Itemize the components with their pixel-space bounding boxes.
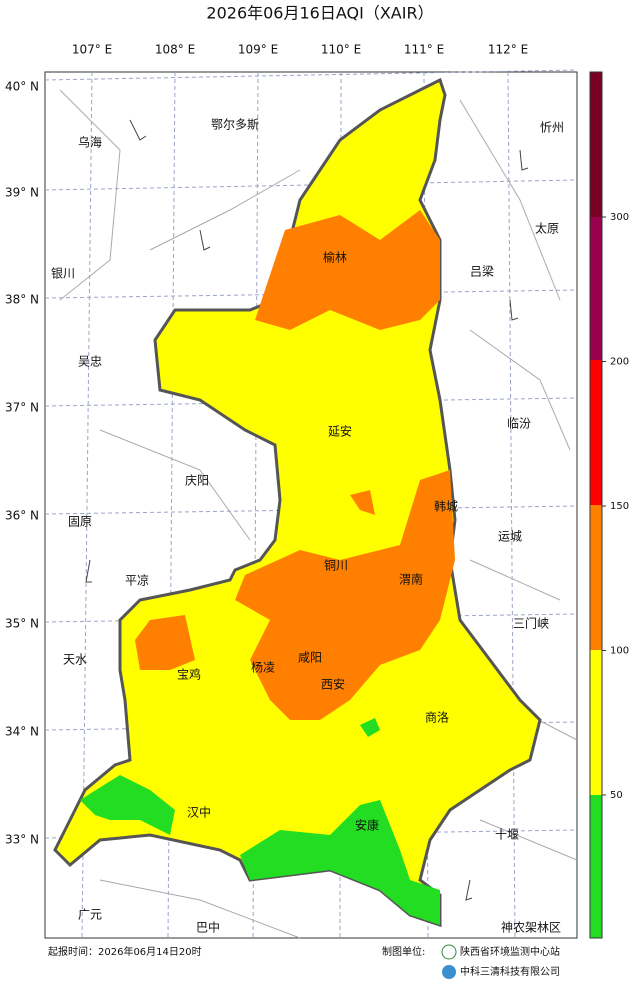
colorbar-segment (590, 72, 602, 217)
city-label: 固原 (68, 515, 92, 529)
city-label: 天水 (63, 653, 87, 667)
colorbar-segment (590, 795, 602, 938)
aqi-unhealthy-sensitive-area (235, 470, 455, 720)
city-label: 榆林 (323, 250, 347, 265)
colorbar-tick-label: 50 (610, 790, 623, 801)
longitude-label: 108° E (155, 43, 195, 57)
producer: 中科三清科技有限公司 (460, 965, 560, 978)
producer: 陕西省环境监测中心站 (460, 945, 560, 958)
city-label: 渭南 (399, 572, 423, 587)
colorbar-frame (589, 71, 603, 939)
latitude-label: 33° N (5, 833, 39, 847)
city-label: 神农架林区 (501, 921, 561, 935)
latitude-label: 39° N (5, 186, 39, 200)
city-label: 吴忠 (78, 355, 102, 369)
longitude-label: 110° E (321, 43, 361, 57)
city-label: 鄂尔多斯 (211, 117, 259, 132)
city-label: 临汾 (507, 417, 531, 431)
city-label: 宝鸡 (177, 667, 201, 682)
colorbar-tick-label: 300 (610, 212, 629, 223)
latitude-label: 38° N (5, 293, 39, 307)
city-label: 安康 (355, 818, 379, 833)
colorbar-tick-label: 200 (610, 357, 629, 368)
city-label: 延安 (328, 424, 352, 439)
city-label: 吕梁 (470, 264, 494, 279)
city-label: 十堰 (495, 828, 519, 842)
colorbar-segment (590, 360, 602, 505)
city-label: 广元 (78, 908, 102, 922)
aqi-good-area (80, 718, 440, 925)
city-label: 杨凌 (251, 660, 275, 675)
longitude-label: 111° E (404, 43, 444, 57)
city-label: 忻州 (540, 121, 564, 135)
city-label: 西安 (321, 677, 345, 692)
city-label: 咸阳 (298, 651, 322, 665)
shaanxi-aqi (53, 77, 542, 928)
issue-time: 起报时间：2026年06月14日20时 (48, 945, 202, 958)
logo (441, 944, 457, 960)
latitude-label: 37° N (5, 401, 39, 415)
longitude-label: 112° E (488, 43, 528, 57)
title: 2026年06月16日AQI（XAIR） (206, 4, 433, 23)
producer-label: 制图单位: (382, 945, 425, 958)
colorbar-segment (590, 650, 602, 795)
city-label: 太原 (535, 221, 559, 236)
colorbar-tick-label: 150 (610, 501, 629, 512)
city-label: 平凉 (125, 573, 149, 588)
latitude-label: 34° N (5, 725, 39, 739)
colorbar-segment (590, 217, 602, 360)
city-label: 韩城 (434, 499, 458, 514)
colorbar-segment (590, 505, 602, 650)
city-label: 铜川 (324, 558, 348, 573)
aqi-unhealthy-sensitive-area (255, 210, 440, 330)
city-label: 巴中 (196, 920, 220, 935)
latitude-label: 40° N (5, 80, 39, 94)
city-label: 汉中 (187, 805, 211, 820)
longitude-label: 107° E (72, 43, 112, 57)
city-label: 庆阳 (185, 474, 209, 488)
aqi-unhealthy-sensitive-area (135, 490, 375, 670)
latitude-label: 36° N (5, 509, 39, 523)
city-label: 运城 (498, 530, 522, 544)
city-label: 乌海 (78, 135, 102, 150)
city-label: 商洛 (425, 710, 449, 725)
colorbar (589, 71, 603, 939)
latitude-label: 35° N (5, 617, 39, 631)
logo (442, 965, 456, 979)
colorbar-tick-label: 100 (610, 646, 629, 657)
city-label: 银川 (51, 267, 75, 281)
longitude-label: 109° E (238, 43, 278, 57)
city-label: 三门峡 (513, 616, 549, 631)
